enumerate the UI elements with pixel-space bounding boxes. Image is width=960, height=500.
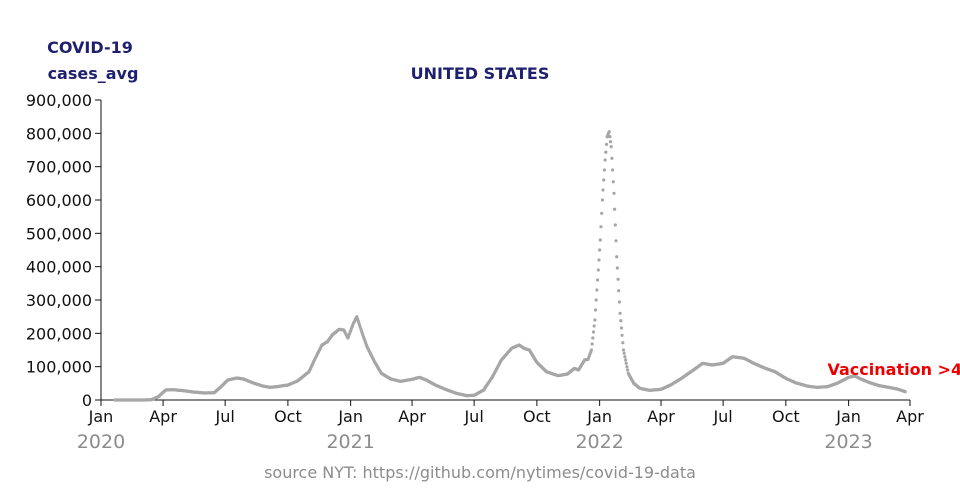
data-point (613, 207, 617, 211)
data-point (594, 298, 598, 302)
data-point (604, 150, 608, 154)
year-label: 2023 (824, 431, 872, 453)
y-tick-label: 700,000 (26, 158, 92, 177)
data-point (604, 142, 609, 146)
y-tick-label: 200,000 (26, 324, 92, 343)
data-point (589, 348, 594, 352)
chart-header: COVID-19 cases_avg UNITED STATES (47, 38, 549, 83)
vaccination-annotation: Vaccination >40% (828, 360, 960, 379)
data-point (621, 341, 625, 345)
data-point (610, 156, 614, 160)
data-point (616, 277, 620, 281)
data-point (618, 311, 622, 315)
data-point (614, 239, 618, 243)
x-axis: Jan Apr Jul Oct Jan Apr Jul Oct Jan Apr Jul Oct Jan A… (77, 399, 924, 453)
y-tick-label: 100,000 (26, 358, 92, 377)
x-tick-label: Apr (149, 407, 177, 426)
data-point (621, 348, 626, 352)
y-label-line2: cases_avg (48, 64, 139, 83)
data-point (591, 330, 596, 334)
y-axis: 0 100,000 200,000 300,000 400,000 500,000 600,… (26, 91, 102, 410)
x-tick-label: Oct (772, 407, 800, 426)
data-point (598, 238, 602, 242)
y-label-line1: COVID-19 (47, 38, 133, 57)
data-point (608, 140, 613, 144)
y-tick-label: 900,000 (26, 91, 92, 110)
data-point (599, 225, 603, 229)
data-point (593, 318, 597, 322)
data-point (615, 255, 619, 259)
y-tick-label: 800,000 (26, 124, 92, 143)
x-tick-label: Apr (896, 407, 924, 426)
y-tick-label: 300,000 (26, 291, 92, 310)
data-point (620, 333, 624, 337)
data-point (608, 135, 612, 139)
data-point (624, 361, 628, 365)
chart-title: UNITED STATES (411, 64, 550, 83)
x-tick-label: Oct (274, 407, 302, 426)
x-tick-label: Jul (463, 407, 483, 426)
data-point (623, 355, 627, 359)
data-point (607, 130, 611, 134)
data-point (617, 300, 622, 304)
x-tick-label: Jan (88, 407, 114, 426)
data-point (601, 188, 605, 192)
data-point (603, 158, 607, 162)
data-point (596, 268, 600, 272)
source-note: source NYT: https://github.com/nytimes/c… (264, 463, 696, 482)
x-tick-label: Jul (712, 407, 732, 426)
y-tick-label: 400,000 (26, 258, 92, 277)
data-point (611, 168, 615, 172)
year-label: 2021 (326, 431, 374, 453)
x-tick-label: Jan (337, 407, 363, 426)
y-tick-label: 600,000 (26, 191, 92, 210)
data-point (619, 326, 624, 330)
data-point (598, 248, 602, 252)
data-point (612, 191, 616, 195)
x-tick-label: Apr (647, 407, 675, 426)
data-point (593, 308, 598, 312)
x-tick-label: Oct (523, 407, 551, 426)
y-tick-label: 0 (82, 391, 92, 410)
data-point (602, 178, 606, 182)
data-point (609, 145, 613, 149)
x-tick-label: Jan (835, 407, 861, 426)
data-point (613, 223, 617, 227)
year-label: 2022 (575, 431, 623, 453)
data-point (615, 266, 620, 270)
data-point (596, 278, 600, 282)
data-point (602, 168, 607, 172)
data-point (903, 390, 907, 394)
data-point (600, 198, 605, 202)
y-tick-label: 500,000 (26, 224, 92, 243)
data-point (622, 351, 626, 355)
data-point (617, 289, 621, 293)
data-point (626, 368, 630, 372)
data-point (595, 288, 599, 292)
x-tick-label: Jul (214, 407, 234, 426)
data-point (600, 211, 604, 215)
year-label: 2020 (77, 431, 125, 453)
x-tick-label: Apr (398, 407, 426, 426)
data-point (625, 365, 629, 369)
data-point (590, 342, 594, 346)
data-point (591, 336, 595, 340)
data-point (592, 324, 596, 328)
data-point (597, 258, 601, 262)
data-point (611, 180, 615, 184)
data-points (113, 130, 907, 402)
data-point (619, 319, 623, 323)
x-tick-label: Jan (586, 407, 612, 426)
data-point (624, 358, 628, 362)
